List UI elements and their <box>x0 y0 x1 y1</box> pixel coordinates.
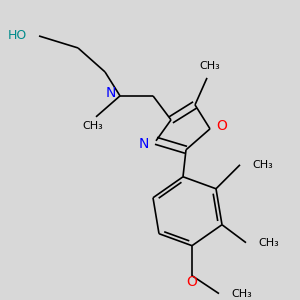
Text: N: N <box>106 86 116 100</box>
Text: O: O <box>217 119 227 133</box>
Text: CH₃: CH₃ <box>258 238 279 248</box>
Text: CH₃: CH₃ <box>252 160 273 170</box>
Text: O: O <box>187 274 197 289</box>
Text: N: N <box>139 137 149 151</box>
Text: HO: HO <box>8 29 27 43</box>
Text: CH₃: CH₃ <box>200 61 220 71</box>
Text: CH₃: CH₃ <box>231 289 252 298</box>
Text: CH₃: CH₃ <box>82 121 103 131</box>
